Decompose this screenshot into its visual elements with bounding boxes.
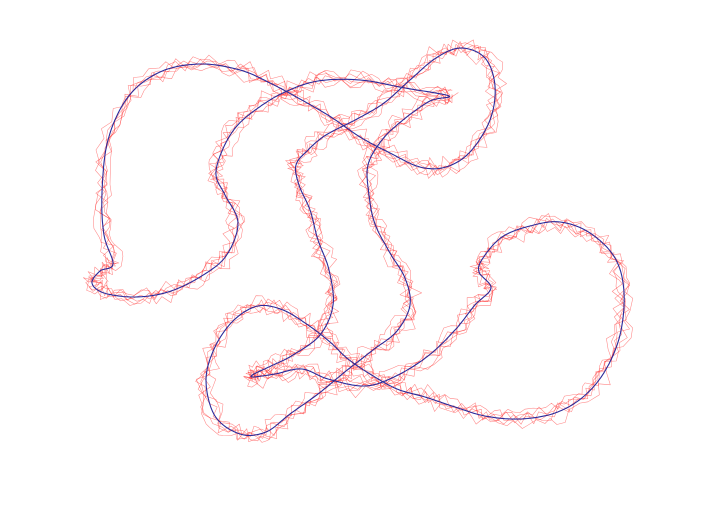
noisy-sample-path-1	[89, 42, 626, 442]
noisy-sample-path-5	[89, 40, 625, 441]
noisy-sample-path-3	[90, 40, 624, 443]
noisy-sample-path-2	[86, 45, 633, 440]
noisy-sample-path-4	[91, 44, 630, 438]
noisy-sample-paths	[83, 40, 633, 443]
